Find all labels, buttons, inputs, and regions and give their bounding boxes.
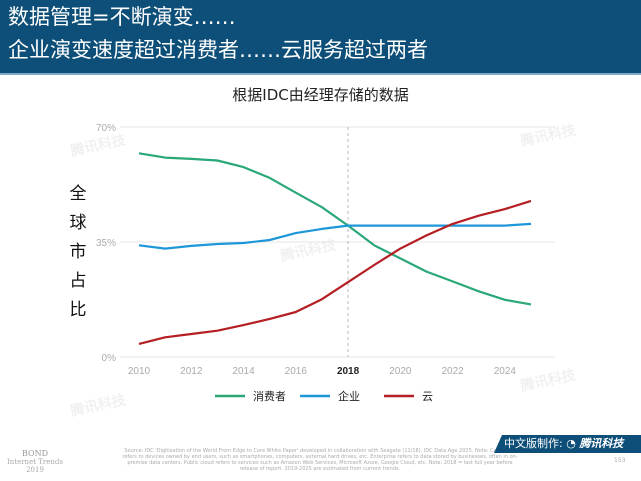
x-tick-label: 2018 — [337, 366, 360, 377]
y-tick-label: 0% — [102, 353, 117, 364]
x-tick-label: 2012 — [180, 366, 203, 377]
y-tick-label: 35% — [96, 238, 116, 249]
page-number: 153 — [614, 457, 625, 464]
x-tick-label: 2020 — [389, 366, 412, 377]
series-line-2 — [139, 201, 531, 344]
legend-label: 云 — [422, 390, 433, 403]
y-tick-label: 70% — [96, 123, 116, 134]
bond-logo: BOND Internet Trends 2019 — [0, 450, 70, 474]
x-tick-label: 2010 — [128, 366, 151, 377]
brand-sub: Internet Trends — [0, 458, 70, 466]
series-line-1 — [139, 224, 531, 249]
brand: BOND — [0, 450, 70, 458]
x-tick-label: 2014 — [232, 366, 255, 377]
badge-brand: 腾讯科技 — [579, 437, 623, 450]
badge-prefix: 中文版制作: — [504, 437, 563, 450]
x-tick-label: 2022 — [441, 366, 464, 377]
legend-label: 企业 — [338, 389, 360, 403]
source-note: Source: IDC 'Digitization of the World F… — [120, 448, 520, 472]
tencent-badge: 中文版制作: ◔ 腾讯科技 — [494, 435, 641, 453]
legend-label: 消费者 — [253, 389, 286, 403]
x-tick-label: 2024 — [494, 366, 517, 377]
x-tick-label: 2016 — [285, 366, 308, 377]
brand-year: 2019 — [0, 466, 70, 474]
series-line-0 — [139, 153, 531, 304]
